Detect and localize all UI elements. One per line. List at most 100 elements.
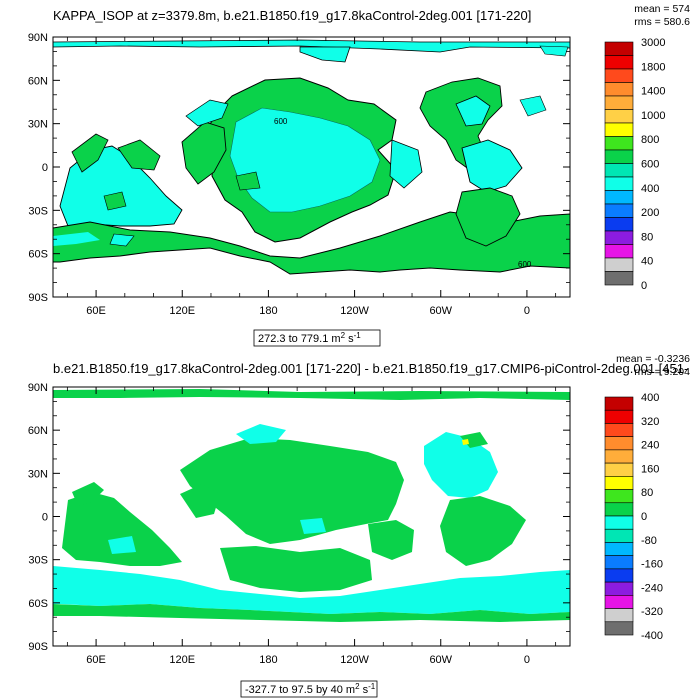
colorbar-label: 200 [641,207,659,219]
y-tick-label: 30N [28,468,48,480]
colorbar-swatch [604,122,634,137]
colorbar-swatch [604,136,634,151]
panel-1-southern-cyan [53,232,100,246]
x-tick-label: 60W [429,654,452,666]
panel-1-patch-c [235,171,261,191]
panel-2-rms: rms = 9.204 [634,366,690,378]
colorbar-swatch [604,244,634,259]
panel-1-tropical-atlantic [461,139,523,193]
colorbar-swatch [604,217,634,232]
panel-1-patch-b [519,95,547,117]
panel-2-north-atlantic [424,432,498,498]
colorbar-label: 3000 [641,37,665,49]
colorbar-label: 0 [641,511,647,523]
colorbar-label: -320 [641,606,663,618]
panel-1-rms: rms = 580.6 [634,16,690,28]
panel-1-range-label: 272.3 to 779.1 m2 s-1 [258,331,361,345]
panel-1-contour-label: 600 [518,260,532,269]
panel-1-mean: mean = 574 [634,3,690,15]
colorbar-label: 1800 [641,61,665,73]
colorbar-swatch [604,595,634,609]
colorbar-label: 80 [641,487,653,499]
colorbar-swatch [604,396,634,411]
y-tick-label: 30S [28,555,48,567]
x-tick-label: 180 [259,654,277,666]
panel-1-bay-bengal [117,139,161,171]
colorbar-swatch [604,502,634,517]
y-tick-label: 0 [42,162,48,174]
colorbar-label: 400 [641,183,659,195]
x-tick-label: 0 [524,654,530,666]
colorbar-swatch [604,581,634,596]
panel-1-west-pacific [181,121,227,185]
colorbar-swatch [604,436,634,451]
x-tick-label: 120E [169,654,195,666]
colorbar-swatch [604,568,634,583]
panel-1-range-box [253,329,381,347]
colorbar-label: 80 [641,231,653,243]
colorbar-swatch [604,176,634,191]
panel-2-arabian-sea [72,482,104,506]
y-tick-label: 60S [28,598,48,610]
panel-2-indian-ocean [62,492,182,566]
panel-2-east-pacific [368,520,414,560]
colorbar-label: 160 [641,463,659,475]
colorbar-label: -160 [641,559,663,571]
colorbar-swatch [604,82,634,97]
panel-1-patch-d [109,233,135,247]
colorbar-swatch [604,203,634,218]
panel-1-south-atlantic [455,187,521,247]
x-tick-label: 60E [86,305,106,317]
colorbar-swatch [604,230,634,245]
panel-1-field [53,39,570,275]
y-tick-label: 90N [28,32,48,44]
colorbar-swatch [604,423,634,437]
panel-2-south-pacific [220,546,372,592]
colorbar-swatch [604,449,634,464]
colorbar-label: -240 [641,582,663,594]
y-tick-label: 60N [28,75,48,87]
y-tick-label: 90S [28,641,48,653]
panel-1-title: KAPPA_ISOP at z=3379.8m, b.e21.B1850.f19… [53,8,531,23]
panel-2-north-pacific-cyan [236,424,286,444]
colorbar-swatch [604,68,634,83]
x-tick-label: 60E [86,654,106,666]
colorbar-swatch [604,271,634,286]
colorbar-swatch [604,515,634,530]
panel-1-east-pacific [389,139,423,189]
colorbar-label: 800 [641,134,659,146]
panel-1-arabian-sea [71,133,109,173]
panel-2-range-label: -327.7 to 97.5 by 40 m2 s-1 [245,682,376,696]
y-tick-label: 90S [28,292,48,304]
colorbar-label: 600 [641,159,659,171]
colorbar-swatch [604,489,634,504]
panel-2-southern-green-bits [53,604,570,622]
colorbar-swatch [604,95,634,110]
panel-1-patch-a [103,191,127,211]
colorbar-swatch [604,476,634,490]
panel-1-contour-label: 600 [274,117,288,126]
panel-2-north-pacific [180,438,404,544]
colorbar-swatch [604,163,634,178]
colorbar-label: -400 [641,630,663,642]
x-tick-label: 180 [259,305,277,317]
panel-1-southern-ocean [53,211,570,275]
panel-2-arctic-strip [53,389,570,400]
colorbar-label: 0 [641,280,647,292]
colorbar-label: 40 [641,256,653,268]
x-tick-label: 120W [340,305,369,317]
panel-1-japan-sea [185,99,229,127]
panel-2-patch-b [300,518,326,534]
colorbar-swatch [604,190,634,205]
panel-2-title: b.e21.B1850.f19_g17.8kaControl-2deg.001 … [53,361,688,376]
panel-1-labrador [455,95,491,127]
colorbar-swatch [604,149,634,164]
x-tick-label: 120E [169,305,195,317]
panel-2-west-pacific [180,484,220,518]
colorbar-swatch [604,41,634,56]
panel-1: KAPPA_ISOP at z=3379.8m, b.e21.B1850.f19… [28,3,690,347]
panel-2-patch-c [462,439,469,445]
colorbar-swatch [604,555,634,570]
panel-2-southern-cyan-band [53,566,570,614]
